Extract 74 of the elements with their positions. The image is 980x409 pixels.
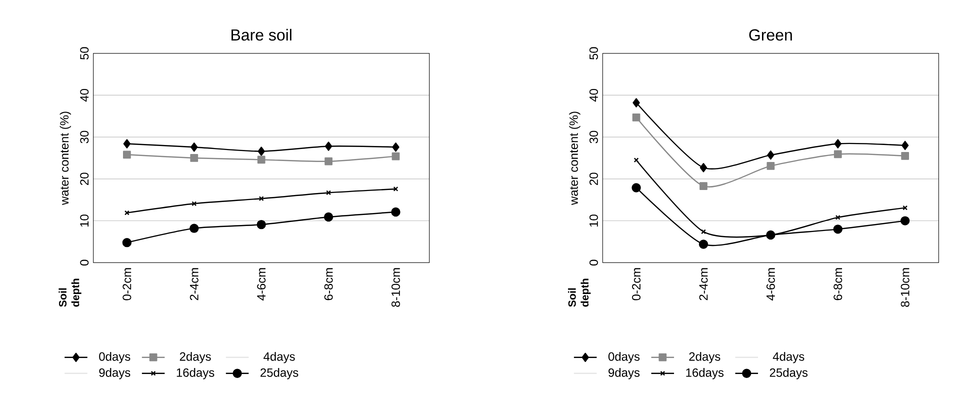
legend-label: 4days [264, 352, 295, 364]
point [391, 207, 400, 216]
point [190, 142, 198, 152]
x-tick-label: 4-6cm [766, 268, 775, 300]
x-tick-label: 0-2cm [632, 268, 641, 300]
x-tick-label: 2-4cm [699, 268, 708, 300]
point [258, 146, 265, 156]
text: Soil depth [58, 278, 82, 307]
legend-label: 16days [686, 368, 724, 380]
y-axis-title: water content (%) [569, 112, 580, 205]
point [901, 140, 909, 150]
legend-label: 9days [608, 368, 640, 380]
legend-label: 2days [689, 352, 720, 364]
legend-label: 16days [176, 368, 214, 380]
point [190, 224, 199, 233]
point [700, 182, 708, 190]
point [257, 156, 266, 164]
y-axis-title: water content (%) [60, 112, 71, 205]
y-tick-label: 10 [80, 214, 89, 226]
point [123, 150, 131, 158]
point [835, 214, 840, 220]
x-tick-label: 8-10cm [900, 268, 910, 307]
x-tick-label: 8-10cm [391, 268, 400, 307]
y-tick-label: 20 [80, 172, 89, 185]
y-tick-label: 20 [589, 172, 598, 185]
y-tick-label: 40 [80, 88, 89, 102]
text: Soil depth [568, 278, 591, 307]
point [767, 150, 774, 160]
point [632, 98, 640, 108]
x-tick-label: 6-8cm [834, 268, 842, 300]
point [700, 229, 706, 234]
point [901, 152, 910, 160]
x-tick-label: 0-2cm [122, 268, 132, 300]
point [324, 212, 334, 222]
point [256, 220, 266, 230]
point [834, 150, 842, 158]
point [123, 139, 131, 148]
legend-label: 4days [772, 352, 804, 364]
y-tick-label: 30 [80, 130, 89, 144]
point [190, 154, 198, 162]
chart-title: Green [749, 29, 792, 40]
point [258, 196, 264, 201]
y-tick-label: 0 [80, 260, 89, 266]
y-tick-label: 50 [80, 46, 89, 60]
x-tick-label: 6-8cm [324, 268, 333, 300]
point [900, 216, 910, 226]
legend-label: 0days [608, 352, 640, 364]
x-tick-label: 2-4cm [190, 268, 198, 300]
legend-label: 0days [99, 352, 130, 364]
point [632, 182, 641, 192]
point [192, 200, 197, 206]
point [392, 142, 400, 152]
y-tick-label: 40 [589, 88, 598, 102]
point [324, 157, 332, 166]
point [122, 238, 132, 248]
x-tick-label: 4-6cm [257, 268, 266, 300]
legend-label: 9days [99, 368, 130, 380]
point [766, 162, 775, 170]
point [700, 162, 708, 172]
point [698, 239, 708, 249]
y-tick-label: 10 [589, 214, 598, 226]
chart-title: Bare soil [232, 28, 292, 40]
point [324, 142, 332, 151]
point [833, 224, 842, 234]
legend-label: 2days [180, 352, 211, 364]
point [392, 152, 400, 160]
y-tick-label: 50 [589, 46, 598, 60]
point [834, 139, 842, 148]
legend-label: 25days [260, 368, 298, 380]
legend-label: 25days [770, 368, 808, 380]
point [632, 113, 640, 122]
y-tick-label: 0 [589, 260, 598, 266]
point [326, 190, 332, 196]
y-tick-label: 30 [589, 130, 598, 144]
